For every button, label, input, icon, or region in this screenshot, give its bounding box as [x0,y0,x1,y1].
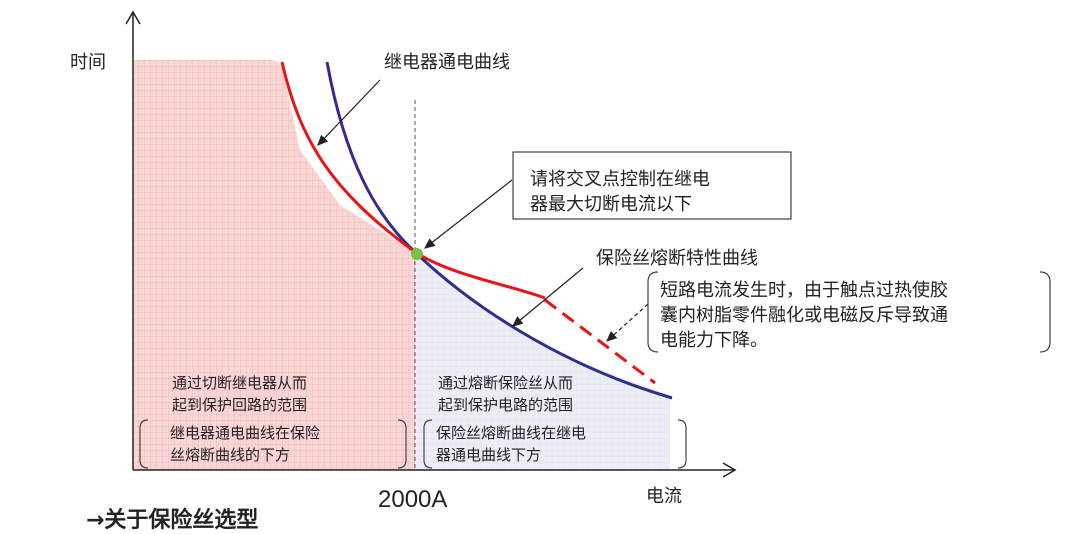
right-region-title-2: 起到保护电路的范围 [438,396,573,414]
short-circuit-leader [606,303,649,342]
short-circuit-text-3: 电能力下降。 [660,330,768,351]
fuse-protection-region [415,252,670,470]
threshold-label: 2000A [378,486,447,513]
fuse-curve-label: 保险丝熔断特性曲线 [596,248,758,269]
crosspoint-leader [424,179,513,249]
short-circuit-text-1: 短路电流发生时，由于触点过热使胶 [660,280,948,301]
left-region-note-2: 丝熔断曲线的下方 [170,446,290,464]
left-note-bracket-left [139,419,149,469]
short-circuit-text-2: 囊内树脂零件融化或电磁反斥导致通 [660,305,948,326]
right-region-note-2: 器通电曲线下方 [436,446,541,464]
relay-curve-leader [317,79,381,146]
right-note-bracket-right [677,419,687,469]
short-circuit-bracket-right [1039,271,1051,353]
crosspoint-callout-box [512,151,792,220]
crosspoint-text-1: 请将交叉点控制在继电 [530,169,710,190]
relay-protection-region [133,60,415,470]
y-axis-label: 时间 [70,52,106,73]
crosspoint-text-2: 器最大切断电流以下 [530,194,692,215]
x-axis-arrow [722,462,737,478]
footer-heading: →关于保险丝选型 [86,507,258,533]
right-region-title-1: 通过熔断保险丝从而 [438,374,573,392]
left-region-title-1: 通过切断继电器从而 [172,374,307,392]
relay-degraded-curve [544,298,656,385]
short-circuit-bracket-left [647,271,659,353]
crosspoint-dot [411,248,423,260]
left-region-note-1: 继电器通电曲线在保险 [170,424,320,442]
x-axis-label: 电流 [646,486,682,507]
left-region-title-2: 起到保护回路的范围 [172,396,307,414]
fuse-curve-leader [512,267,584,327]
y-axis-arrow [125,10,141,25]
left-note-bracket-right [397,419,407,469]
right-note-bracket-left [423,419,433,469]
right-region-note-1: 保险丝熔断曲线在继电 [436,424,586,442]
relay-curve-label: 继电器通电曲线 [384,52,510,73]
relay-conduction-curve [280,61,546,300]
